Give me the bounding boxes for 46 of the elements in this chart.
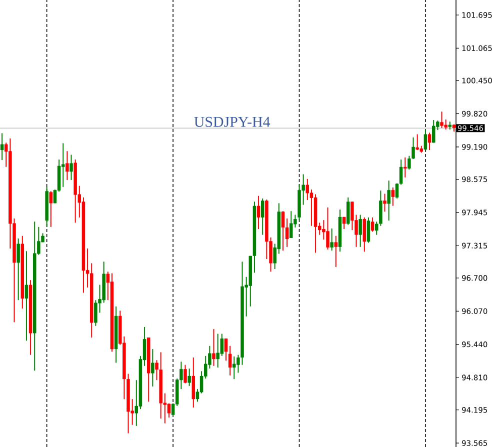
candlestick — [188, 368, 191, 386]
candlestick — [66, 150, 69, 181]
candlestick — [256, 195, 260, 230]
candlestick — [330, 228, 334, 252]
candlestick — [424, 129, 428, 151]
candlestick — [151, 348, 154, 387]
candlestick — [408, 155, 411, 170]
candlestick — [281, 210, 285, 252]
candlestick — [416, 134, 419, 151]
candlestick — [350, 201, 354, 231]
text: USDJPY-H4 — [194, 116, 270, 127]
candlestick — [358, 214, 362, 248]
candlestick — [94, 300, 98, 326]
candlestick — [184, 364, 187, 384]
candlestick — [16, 238, 20, 301]
candlestick — [310, 189, 314, 226]
candlestick — [24, 250, 28, 342]
candlestick — [220, 333, 224, 356]
candlestick — [334, 235, 338, 268]
candlestick — [260, 198, 264, 236]
candlestick — [412, 136, 415, 160]
candlestick — [399, 159, 403, 186]
candlestick — [362, 216, 366, 252]
candlestick — [236, 354, 240, 374]
candlestick — [440, 111, 444, 128]
candlestick — [383, 193, 386, 212]
candlestick — [346, 196, 350, 226]
candlestick — [285, 218, 289, 248]
candlestick — [49, 190, 53, 228]
candlestick — [391, 186, 395, 206]
candlestick — [216, 333, 220, 368]
candlestick — [289, 210, 293, 238]
candlestick — [212, 328, 216, 366]
candlestick — [395, 182, 399, 199]
candlestick — [432, 120, 436, 144]
candlestick — [366, 216, 370, 244]
candlestick — [379, 190, 382, 226]
candlestick — [326, 206, 330, 250]
candlestick — [387, 180, 390, 222]
candlestick — [370, 216, 374, 232]
candlestick — [167, 402, 171, 418]
candlestick — [342, 216, 346, 230]
candlestick — [228, 345, 232, 376]
candlestick — [70, 154, 73, 181]
candlestick — [192, 356, 196, 408]
candlestick — [224, 338, 228, 362]
